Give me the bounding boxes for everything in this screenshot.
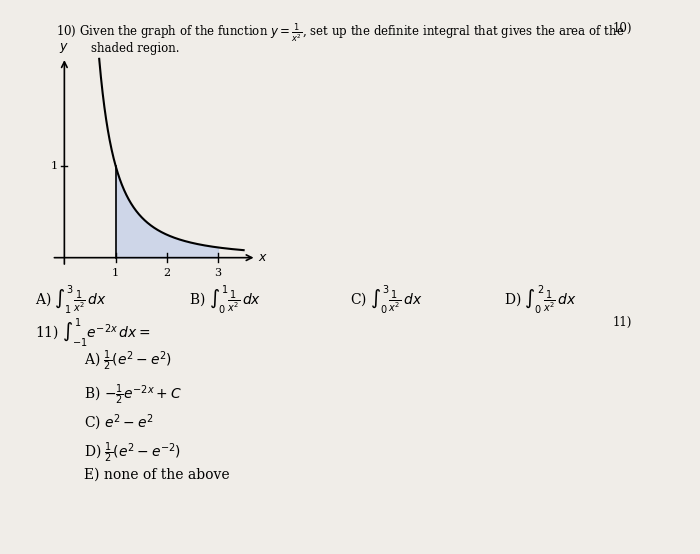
Text: D) $\int_{0}^{2} \frac{1}{x^2}\, dx$: D) $\int_{0}^{2} \frac{1}{x^2}\, dx$ [504,283,577,316]
Text: B) $\int_{0}^{1} \frac{1}{x^2}\, dx$: B) $\int_{0}^{1} \frac{1}{x^2}\, dx$ [189,283,261,316]
Text: E) none of the above: E) none of the above [84,468,230,482]
Text: A) $\int_{1}^{3} \frac{1}{x^2}\, dx$: A) $\int_{1}^{3} \frac{1}{x^2}\, dx$ [35,283,107,316]
Text: C) $\int_{0}^{3} \frac{1}{x^2}\, dx$: C) $\int_{0}^{3} \frac{1}{x^2}\, dx$ [350,283,423,316]
Text: 2: 2 [163,268,170,278]
Text: A) $\frac{1}{2}(e^{2} - e^{2})$: A) $\frac{1}{2}(e^{2} - e^{2})$ [84,349,172,373]
Text: 1: 1 [50,161,57,171]
Text: 11): 11) [612,316,632,329]
Text: 11) $\int_{-1}^{1} e^{-2x}\, dx =$: 11) $\int_{-1}^{1} e^{-2x}\, dx =$ [35,316,150,349]
Text: 10) Given the graph of the function $y = \frac{1}{x^2}$, set up the definite int: 10) Given the graph of the function $y =… [56,22,624,45]
Text: shaded region.: shaded region. [91,42,179,54]
Text: $x$: $x$ [258,251,268,264]
Text: B) $-\frac{1}{2}e^{-2x} + C$: B) $-\frac{1}{2}e^{-2x} + C$ [84,382,182,407]
Text: $y$: $y$ [60,42,69,55]
Text: 10): 10) [612,22,632,35]
Text: D) $\frac{1}{2}(e^{2} - e^{-2})$: D) $\frac{1}{2}(e^{2} - e^{-2})$ [84,440,181,465]
Text: 3: 3 [214,268,222,278]
Text: C) $e^{2} - e^{2}$: C) $e^{2} - e^{2}$ [84,413,153,433]
Text: 1: 1 [112,268,119,278]
